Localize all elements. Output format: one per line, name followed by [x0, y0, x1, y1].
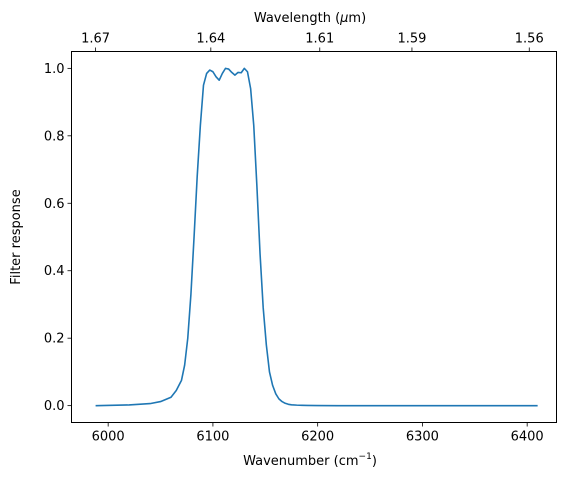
top-tick-label: 1.64: [196, 32, 225, 47]
y-tick-label: 1.0: [44, 62, 65, 77]
x-tick-label: 6100: [196, 430, 229, 445]
y-tick-label: 0.6: [44, 197, 65, 212]
x-axis-label: Wavenumber (cm−1): [243, 452, 377, 469]
y-tick-label: 0.8: [44, 129, 65, 144]
y-tick-label: 0.2: [44, 332, 65, 347]
top-x-axis-label: Wavelength (μm): [254, 11, 366, 26]
top-tick-label: 1.59: [397, 32, 426, 47]
x-tick-label: 6200: [301, 430, 334, 445]
plot-frame: [71, 51, 557, 423]
x-tick-label: 6400: [511, 430, 544, 445]
y-tick-label: 0.0: [44, 399, 65, 414]
x-tick-label: 6000: [92, 430, 125, 445]
top-tick-label: 1.67: [81, 32, 110, 47]
y-tick-label: 0.4: [44, 264, 65, 279]
y-axis-label: Filter response: [9, 189, 24, 284]
top-tick-label: 1.56: [515, 32, 544, 47]
response-curve-line: [95, 67, 538, 407]
x-tick-label: 6300: [406, 430, 439, 445]
top-tick-label: 1.61: [305, 32, 334, 47]
